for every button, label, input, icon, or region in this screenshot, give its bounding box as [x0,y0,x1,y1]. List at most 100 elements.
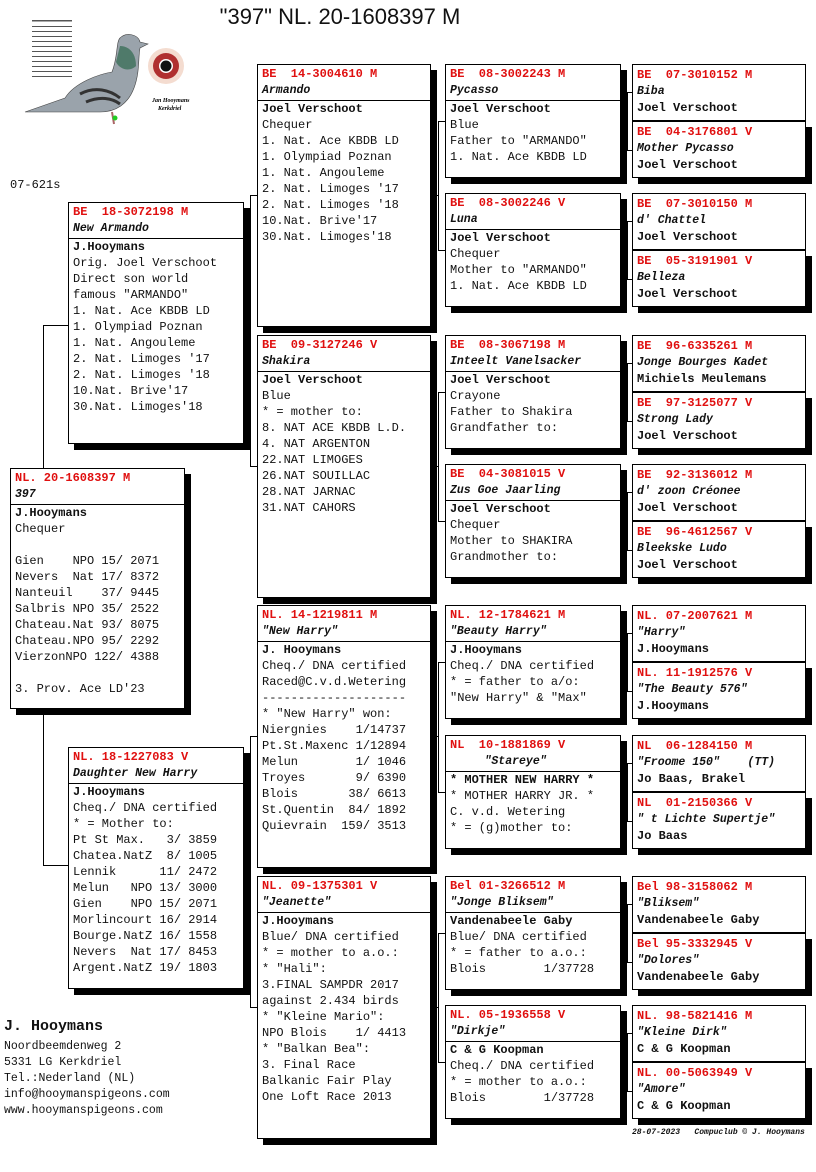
email-link[interactable]: info@hooymanspigeons.com [4,1088,170,1101]
owner: J.Hooymans [637,642,710,656]
info-line: Troyes 9/ 6390 [262,771,407,785]
ancestor-card-gen5: BE 07-3010152 M Biba Joel Verschoot [632,64,806,121]
connector-line [627,363,628,421]
info-line: "New Harry" & "Max" [450,691,587,705]
pigeon-name: "Stareye" [450,755,547,768]
owner: Joel Verschoot [262,102,363,116]
info-line: Raced@C.v.d.Wetering [262,675,407,689]
ancestor-card-gen5: Bel 95-3332945 V "Dolores" Vandenabeele Ga… [632,933,806,990]
connector-line [43,325,68,326]
info-line: Lennik 11/ 2472 [73,865,218,879]
ancestor-card-gen5: NL. 00-5063949 V "Amore" C & G Koopman [632,1062,806,1119]
info-line: 2. Nat. Limoges '17 [262,182,399,196]
info-line: 1. Nat. Angouleme [262,166,385,180]
owner: J.Hooymans [15,506,88,520]
connector-line [621,933,627,934]
info-line: Chateau.Nat 93/ 8075 [15,618,160,632]
info-line: Pt.St.Maxenc 1/12894 [262,739,407,753]
pigeon-name: Zus Goe Jaarling [450,484,561,497]
owner: Joel Verschoot [450,502,551,516]
connector-line [43,865,68,866]
connector-line [627,150,632,151]
connector-line [627,421,632,422]
svg-text:Kerkdriel: Kerkdriel [157,106,182,112]
owner: Jo Baas, Brakel [637,772,746,786]
info-line: 26.NAT SOUILLAC [262,469,371,483]
info-line: 2. Nat. Limoges '18 [262,198,399,212]
info-line: Nevers Nat 17/ 8453 [73,945,218,959]
owner: C & G Koopman [637,1042,731,1056]
info-line: * = father to a/o: [450,675,580,689]
great-grandparent-card: NL. 12-1784621 M "Beauty Harry" J.Hooymans… [445,605,621,719]
pigeon-photo-logo: Jan Hooymans Kerkdriel [20,12,200,127]
info-line: One Loft Race 2013 [262,1090,392,1104]
info-line: Direct son world [73,272,189,286]
owner: Joel Verschoot [637,230,738,244]
ring-number: BE 08-3067198 M [450,338,566,352]
ancestor-card-gen5: BE 92-3136012 M d' zoon Créonee Joel Versc… [632,464,806,521]
info-line: 10.Nat. Brive'17 [262,214,378,228]
ancestor-card-gen5: Bel 98-3158062 M "Bliksem" Vandenabeele Ga… [632,876,806,933]
info-line: 1. Nat. Ace KBDB LD [73,304,210,318]
connector-line [438,1062,445,1063]
ancestor-card-gen5: NL. 11-1912576 V "The Beauty 576" J.Hooyma… [632,662,806,719]
ring-number: BE 04-3176801 V [637,125,753,139]
info-line: Mother to "ARMANDO" [450,263,587,277]
divider [446,641,620,642]
divider [446,371,620,372]
owner: Vandenabeele Gaby [637,970,760,984]
connector-line [621,250,627,251]
connector-line [627,92,632,93]
pigeon-name: "Bliksem" [637,897,700,910]
dam-card: NL. 18-1227083 V Daughter New Harry J.Hooy… [68,747,244,989]
pigeon-name: 397 [15,488,36,501]
connector-line [431,1007,438,1008]
ring-number: Bel 95-3332945 V [637,937,753,951]
connector-line [627,763,628,821]
info-line: Cheq./ DNA certified [450,659,595,673]
owner: C & G Koopman [450,1043,544,1057]
pigeon-name: Jonge Bourges Kadet [637,356,769,369]
pigeon-name: Bleekske Ludo [637,542,727,555]
ring-number: BE 97-3125077 V [637,396,753,410]
website-link[interactable]: www.hooymanspigeons.com [4,1104,163,1117]
info-line: famous "ARMANDO" [73,288,189,302]
pigeon-name: Luna [450,213,478,226]
owner: Joel Verschoot [637,287,738,301]
owner: J. Hooymans [262,643,342,657]
info-line: * = father to a.o.: [450,946,587,960]
divider [258,912,430,913]
address-line: Noordbeemdenweg 2 [4,1040,122,1053]
owner: Joel Verschoot [637,501,738,515]
grandparent-card: NL. 14-1219811 M "New Harry" J. Hooymans Ch… [257,605,431,868]
owner: Joel Verschoot [450,373,551,387]
connector-line [438,392,439,521]
info-line: 3. Prov. Ace LD'23 [15,682,145,696]
ancestor-card-gen5: BE 96-4612567 V Bleekske Ludo Joel Verscho… [632,521,806,578]
pigeon-name: "Harry" [637,626,686,639]
info-line: Father to Shakira [450,405,573,419]
connector-line [627,1033,632,1034]
owner: J.Hooymans [450,643,523,657]
info-line: 1. Olympiad Poznan [73,320,203,334]
owner: Joel Verschoot [450,102,551,116]
connector-line [438,121,445,122]
owner: J.Hooymans [73,785,146,799]
info-line: 4. NAT ARGENTON [262,437,371,451]
connector-line [627,1033,628,1091]
address-line: Tel.:Nederland (NL) [4,1072,136,1085]
great-grandparent-card: Bel 01-3266512 M "Jonge Bliksem" Vandenabe… [445,876,621,990]
connector-line [250,466,257,467]
owner: Joel Verschoot [637,558,738,572]
connector-line [250,1007,257,1008]
info-line: Father to "ARMANDO" [450,134,587,148]
pedigree-code: 07-621s [10,178,61,192]
pigeon-name: " t Lichte Supertje" [637,813,776,826]
info-line: Salbris NPO 35/ 2522 [15,602,160,616]
info-line: Grandfather to: [450,421,559,435]
info-line: Blue/ DNA certified [450,930,587,944]
ring-number: NL 01-2150366 V [637,796,753,810]
info-line: Chequer [15,522,66,536]
info-line: Crayone [450,389,501,403]
connector-line [438,933,445,934]
